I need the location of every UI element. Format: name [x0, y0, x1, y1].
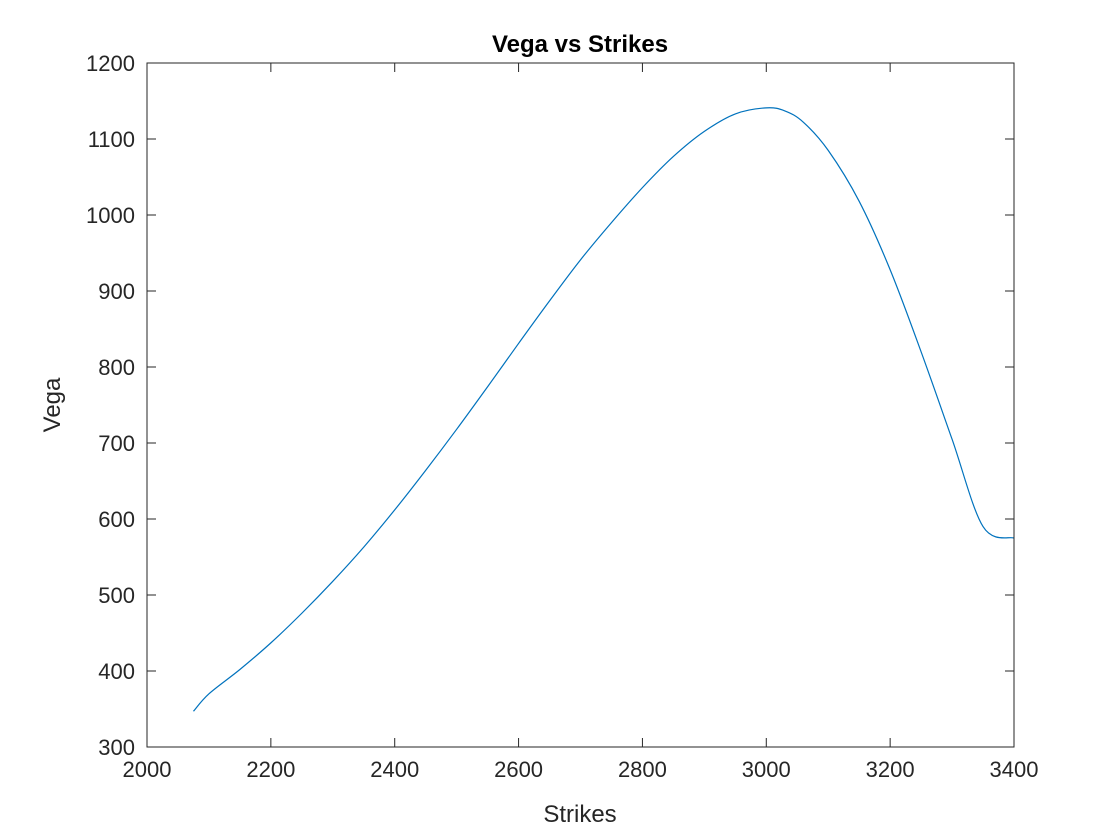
x-axis-label: Strikes — [543, 801, 616, 828]
y-tick-label-3: 600 — [98, 507, 135, 532]
y-axis-label: Vega — [39, 377, 66, 432]
axis-tick-labels: 2000 2200 2400 2600 2800 3000 3200 3400 300 400 50… — [86, 51, 1038, 782]
x-tick-label-1: 2200 — [246, 757, 295, 782]
x-tick-label-3: 2600 — [494, 757, 543, 782]
x-tick-label-4: 2800 — [618, 757, 667, 782]
x-tick-label-0: 2000 — [123, 757, 172, 782]
x-tick-label-5: 3000 — [742, 757, 791, 782]
y-tick-label-7: 1000 — [86, 203, 135, 228]
y-tick-label-2: 500 — [98, 583, 135, 608]
vega-series-line — [192, 107, 1015, 712]
x-tick-label-2: 2400 — [370, 757, 419, 782]
y-tick-label-5: 800 — [98, 355, 135, 380]
y-tick-label-0: 300 — [98, 735, 135, 760]
y-tick-label-1: 400 — [98, 659, 135, 684]
x-tick-label-7: 3400 — [990, 757, 1039, 782]
x-tick-label-6: 3200 — [866, 757, 915, 782]
y-tick-label-9: 1200 — [86, 51, 135, 76]
y-tick-label-6: 900 — [98, 279, 135, 304]
plot-area — [147, 63, 1014, 747]
plot-frame — [146, 62, 1015, 748]
y-tick-label-4: 700 — [98, 431, 135, 456]
y-tick-label-8: 1100 — [88, 127, 135, 152]
chart-title: Vega vs Strikes — [492, 31, 668, 58]
